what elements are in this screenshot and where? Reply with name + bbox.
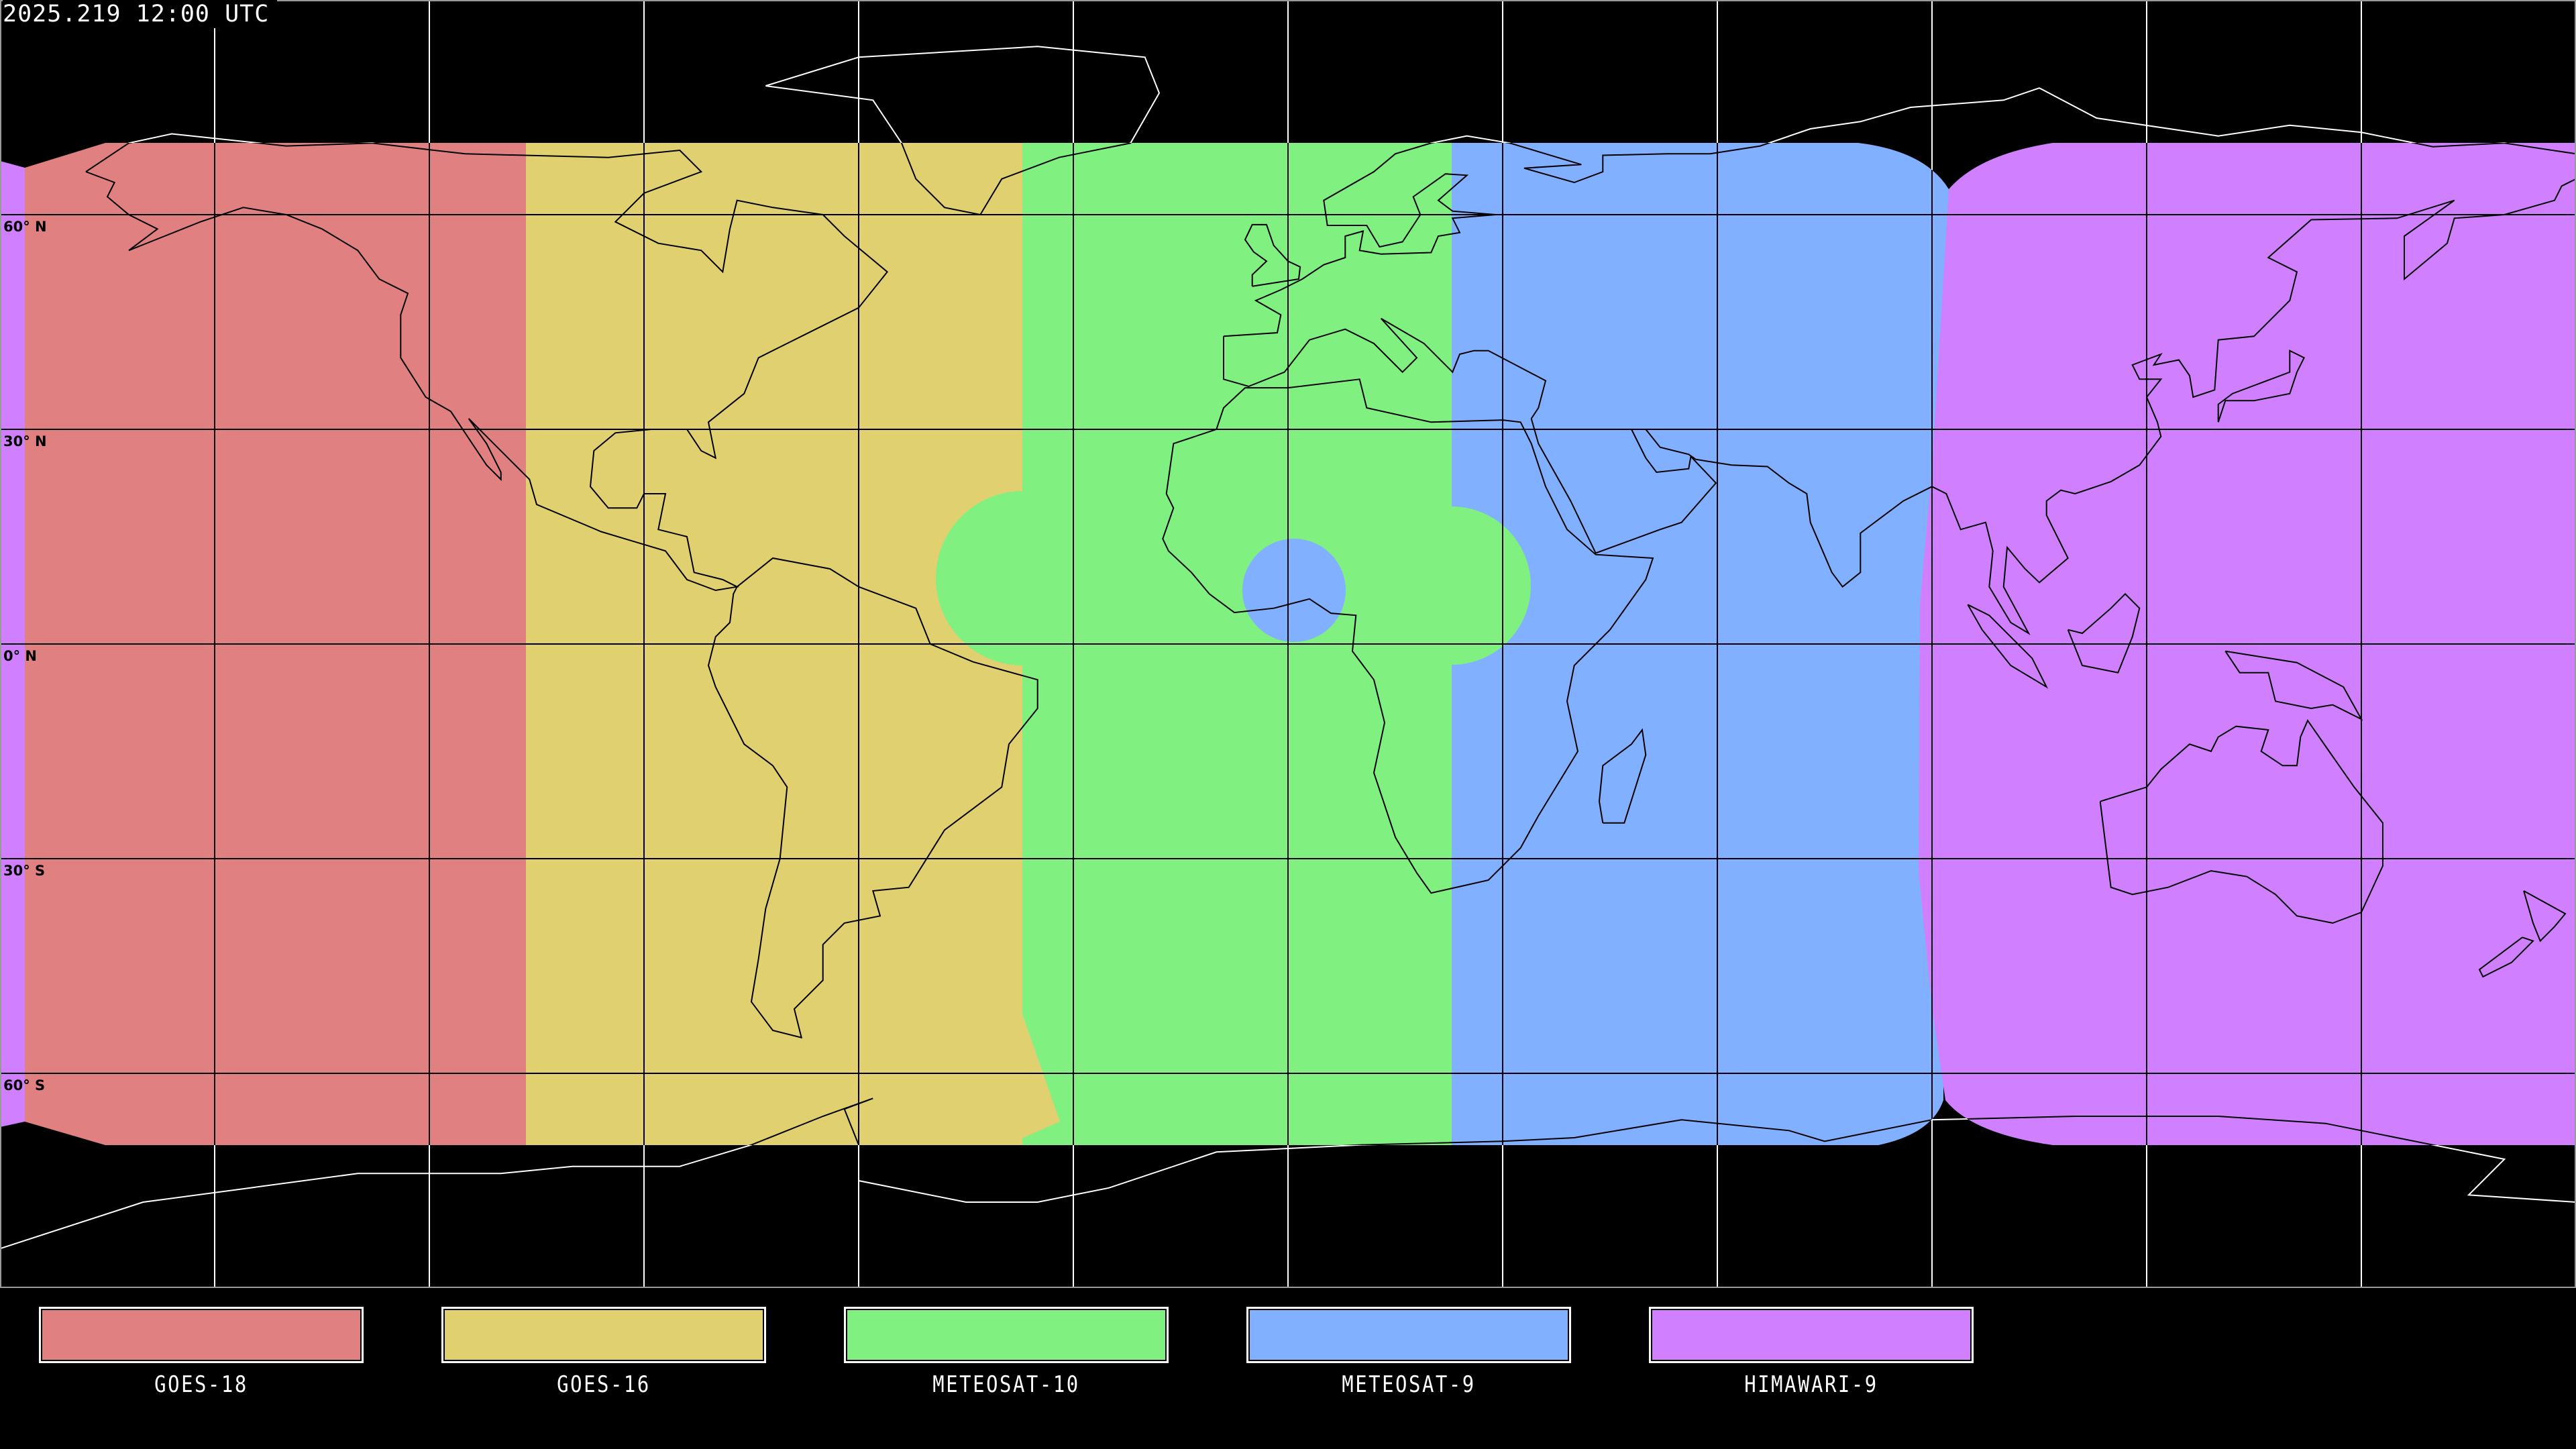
legend-item-goes-18: GOES-18	[39, 1307, 364, 1398]
coastline-new-guinea	[2224, 650, 2363, 721]
coastline-new-zealand-south	[2478, 936, 2534, 978]
lat-label-60s: 60° S	[3, 1077, 46, 1093]
legend-item-himawari-9: HIMAWARI-9	[1649, 1307, 1974, 1398]
legend-swatch	[1649, 1307, 1974, 1363]
lat-label-60n: 60° N	[3, 219, 47, 235]
coastline-japan	[2217, 350, 2306, 423]
lat-label-equator: 0° N	[3, 648, 37, 664]
coastline-eurasia-north	[1223, 143, 2576, 337]
legend-label: METEOSAT-9	[1342, 1371, 1476, 1398]
coastline-south-america	[707, 557, 1038, 1039]
coastline-australia	[2099, 719, 2383, 924]
coverage-meteosat-10-west-bulge	[936, 491, 1110, 665]
legend-label: GOES-16	[557, 1371, 651, 1398]
legend-swatch	[39, 1307, 364, 1363]
legend-label: HIMAWARI-9	[1744, 1371, 1878, 1398]
coastlines-inside-coverage	[0, 143, 2576, 1145]
coastline-north-america	[85, 143, 889, 592]
satellite-coverage-map	[0, 0, 2576, 1288]
coastline-antarctica	[0, 1097, 2576, 1145]
lat-label-30s: 30° S	[3, 863, 46, 879]
coastline-greenland	[765, 143, 1161, 216]
coverage-goes-16-corner	[1006, 1006, 1060, 1145]
coastline-sumatra	[1967, 604, 2049, 689]
legend-item-goes-16: GOES-16	[441, 1307, 766, 1398]
legend-swatch	[844, 1307, 1169, 1363]
coastline-great-britain	[1244, 223, 1301, 287]
legend-item-meteosat-10: METEOSAT-10	[844, 1307, 1169, 1398]
timestamp-title: 2025.219 12:00 UTC	[3, 0, 278, 28]
coverage-meteosat-10-east-bulge	[1373, 506, 1531, 665]
legend-label: GOES-18	[154, 1371, 248, 1398]
map-frame	[0, 0, 2576, 1288]
coastline-new-zealand	[2523, 890, 2567, 943]
legend-item-meteosat-9: METEOSAT-9	[1246, 1307, 1571, 1398]
graticule-inside-coverage	[643, 143, 1289, 1145]
coastline-europe-mediterranean	[1223, 317, 1547, 419]
coastline-borneo	[2067, 592, 2141, 674]
coverage-meteosat-9-gulf-of-guinea	[1242, 539, 1346, 642]
coastline-madagascar	[1598, 728, 1647, 824]
legend-label: METEOSAT-10	[932, 1371, 1080, 1398]
coastline-africa	[1162, 378, 1654, 894]
lat-label-30n: 30° N	[3, 433, 47, 449]
legend-swatch	[1246, 1307, 1571, 1363]
legend-swatch	[441, 1307, 766, 1363]
